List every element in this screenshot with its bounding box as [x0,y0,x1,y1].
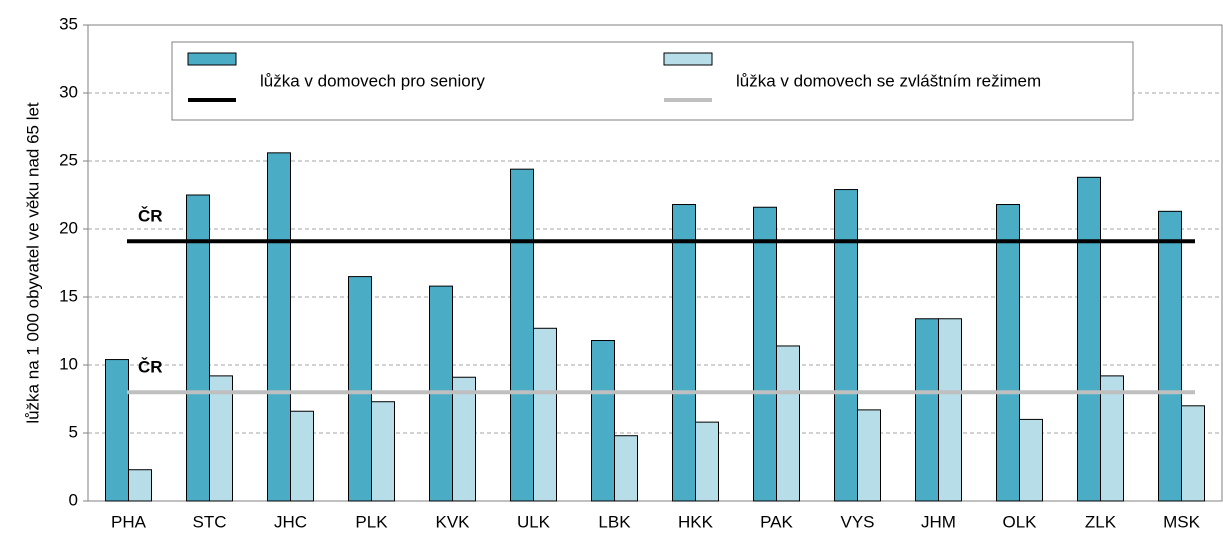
bar [1077,176,1101,502]
bar [533,327,557,502]
x-tick-label: LBK [598,512,631,531]
x-tick-label: HKK [678,512,714,531]
bar [510,168,534,502]
bar [996,204,1020,502]
bar [1181,405,1205,502]
bar [371,401,395,502]
y-tick-label: 5 [69,422,78,441]
reference-label: ČR [138,207,163,226]
y-tick-label: 10 [59,354,78,373]
bar [1100,375,1124,502]
bar [834,189,858,502]
bar [938,318,962,502]
bar [591,340,615,502]
bar [348,276,372,502]
x-tick-label: JHM [921,512,956,531]
y-tick-label: 35 [59,14,78,33]
legend-swatch [663,52,713,66]
bar [614,435,638,502]
bar [915,318,939,502]
y-axis-label: lůžka na 1 000 obyvatel ve věku nad 65 l… [23,102,42,424]
y-tick-label: 0 [69,490,78,509]
bar [209,375,233,502]
bar [290,410,314,502]
x-tick-label: MSK [1163,512,1201,531]
x-tick-label: PHA [111,512,147,531]
y-tick-label: 25 [59,150,78,169]
bar [267,152,291,502]
x-tick-label: ULK [517,512,551,531]
y-tick-label: 20 [59,218,78,237]
legend-box [171,41,1134,121]
x-tick-label: ZLK [1085,512,1117,531]
plot-border [87,24,1223,502]
bar [672,204,696,502]
x-tick-label: STC [193,512,227,531]
x-tick-label: JHC [274,512,307,531]
bar [695,421,719,502]
bar [1158,210,1182,502]
x-tick-label: VYS [840,512,874,531]
bar [1019,418,1043,502]
x-tick-label: PAK [760,512,793,531]
bar [857,409,881,502]
x-tick-label: PLK [355,512,388,531]
y-tick-label: 15 [59,286,78,305]
legend-label: lůžka v domovech pro seniory [260,71,485,90]
bar [128,469,152,502]
bar [105,359,129,502]
x-tick-label: OLK [1002,512,1037,531]
bar [776,345,800,502]
legend-label: lůžka v domovech se zvláštním režimem [736,71,1041,90]
bar [186,194,210,502]
bar [452,376,476,502]
legend-swatch [187,52,237,66]
reference-label: ČR [138,358,163,377]
y-tick-label: 30 [59,82,78,101]
bar [753,206,777,502]
x-tick-label: KVK [435,512,470,531]
